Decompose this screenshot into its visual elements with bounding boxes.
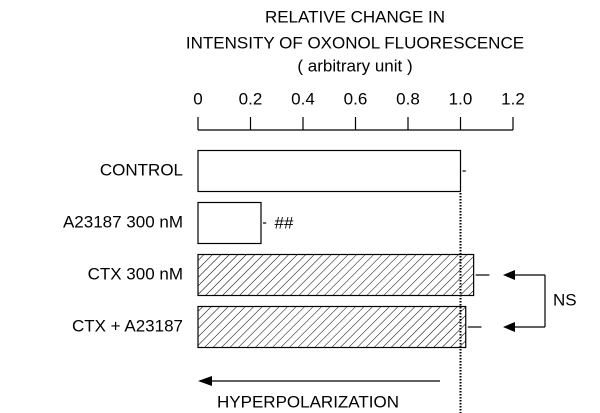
chart-title: INTENSITY OF OXONOL FLUORESCENCE <box>186 33 524 52</box>
y-tick-label: A23187 300 nM <box>63 212 183 231</box>
chart-title: RELATIVE CHANGE IN <box>265 7 445 26</box>
arrow-head <box>503 322 515 332</box>
x-tick-label: 0.8 <box>396 89 420 108</box>
bar <box>197 253 475 297</box>
y-tick-label: CONTROL <box>100 160 183 179</box>
x-tick-label: 0.4 <box>291 89 315 108</box>
x-tick-label: 1.2 <box>501 89 525 108</box>
arrow-head <box>198 376 212 386</box>
y-tick-label: CTX + A23187 <box>72 316 183 335</box>
annotation: HYPERPOLARIZATION <box>217 392 399 411</box>
x-tick-label: 0 <box>193 89 202 108</box>
y-tick-label: CTX 300 nM <box>88 264 183 283</box>
bar <box>197 305 467 349</box>
x-tick-label: 0.6 <box>344 89 368 108</box>
x-tick-label: 1.0 <box>449 89 473 108</box>
arrow-head <box>503 270 515 280</box>
axis-label: ( arbitrary unit ) <box>297 56 412 75</box>
x-tick-label: 0.2 <box>239 89 263 108</box>
annotation: NS <box>553 290 577 309</box>
annotation: ## <box>274 213 293 232</box>
bar <box>197 201 262 245</box>
bar <box>197 149 462 193</box>
